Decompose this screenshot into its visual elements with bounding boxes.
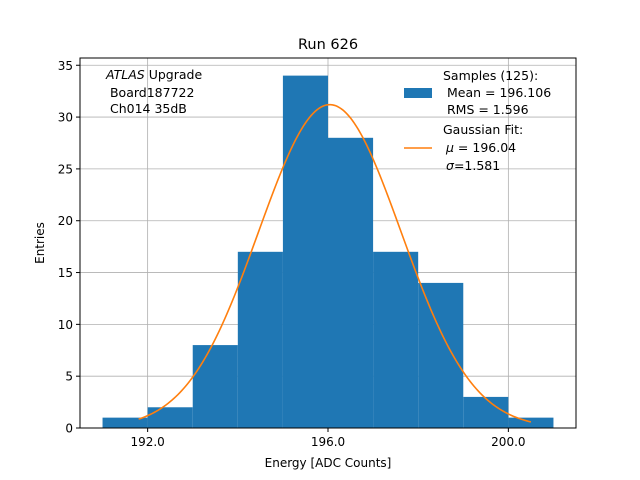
x-tick-label: 196.0 bbox=[311, 435, 345, 449]
histogram-bar bbox=[418, 282, 464, 428]
svg-text:ATLAS Upgrade: ATLAS Upgrade bbox=[105, 67, 202, 82]
legend: Samples (125): Mean = 196.106 RMS = 1.59… bbox=[404, 68, 551, 173]
legend-fit-mu-symbol: μ bbox=[445, 140, 454, 155]
histogram-bar bbox=[147, 407, 193, 428]
svg-text:μ = 196.04: μ = 196.04 bbox=[445, 140, 516, 155]
gaussian-fit-layer bbox=[138, 103, 532, 423]
histogram-bar bbox=[282, 75, 328, 428]
annotation-board: Board187722 bbox=[106, 85, 194, 100]
y-tick-label: 5 bbox=[65, 370, 73, 384]
axis-ticks: 0 5 10 15 20 25 30 35 192.0 196.0 200.0 bbox=[58, 59, 526, 449]
legend-samples-mean: Mean = 196.106 bbox=[443, 85, 551, 100]
x-axis-label: Energy [ADC Counts] bbox=[265, 456, 392, 470]
legend-fit-mu-value: = 196.04 bbox=[454, 140, 516, 155]
legend-samples-title: Samples (125): bbox=[443, 68, 538, 83]
y-tick-label: 15 bbox=[58, 266, 73, 280]
histogram-bars bbox=[102, 75, 554, 428]
legend-samples-rms: RMS = 1.596 bbox=[443, 102, 529, 117]
histogram-bar bbox=[192, 345, 238, 428]
chart-title: Run 626 bbox=[298, 37, 358, 53]
histogram-bar bbox=[508, 417, 554, 428]
legend-samples-swatch bbox=[404, 88, 432, 98]
y-tick-label: 0 bbox=[65, 422, 73, 436]
y-axis-label: Entries bbox=[33, 222, 47, 264]
x-tick-label: 200.0 bbox=[491, 435, 525, 449]
annotation-upgrade: Upgrade bbox=[145, 67, 203, 82]
histogram-bar bbox=[102, 417, 148, 428]
y-tick-label: 25 bbox=[58, 162, 73, 176]
atlas-annotation: ATLAS Upgrade Board187722 Ch014 35dB bbox=[105, 67, 202, 116]
svg-text:σ=1.581: σ=1.581 bbox=[446, 158, 500, 173]
annotation-atlas: ATLAS bbox=[105, 67, 145, 82]
histogram-bar bbox=[328, 137, 374, 428]
y-tick-label: 20 bbox=[58, 214, 73, 228]
annotation-channel: Ch014 35dB bbox=[106, 101, 187, 116]
legend-fit-sigma-symbol: σ bbox=[446, 158, 455, 173]
histogram-bar bbox=[373, 251, 419, 428]
y-tick-label: 10 bbox=[58, 318, 73, 332]
gaussian-fit-curve bbox=[138, 103, 532, 423]
x-tick-label: 192.0 bbox=[130, 435, 164, 449]
histogram-bar bbox=[463, 396, 509, 428]
legend-fit-title: Gaussian Fit: bbox=[443, 122, 523, 137]
legend-fit-sigma-value: =1.581 bbox=[454, 158, 500, 173]
histogram-bar bbox=[237, 251, 283, 428]
y-tick-label: 35 bbox=[58, 59, 73, 73]
y-tick-label: 30 bbox=[58, 111, 73, 125]
